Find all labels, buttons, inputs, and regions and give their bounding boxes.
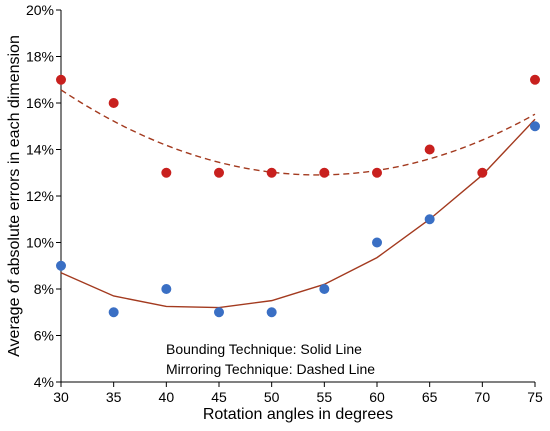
- plot-frame: [60, 10, 535, 383]
- x-tick-label: 60: [369, 389, 385, 405]
- series-1-point: [477, 167, 488, 178]
- series-1-point: [108, 98, 119, 108]
- x-tick-label: 75: [527, 389, 543, 405]
- y-tick-label: 14%: [26, 142, 54, 158]
- x-tick-label: 70: [475, 389, 491, 405]
- y-tick-label: 6%: [34, 328, 54, 344]
- series-2-point: [266, 307, 277, 318]
- series-1-point: [266, 167, 277, 178]
- y-tick-label: 10%: [26, 235, 54, 251]
- series-1-point: [214, 167, 224, 178]
- series-2-point: [56, 260, 66, 271]
- y-tick-group: 4% 6% 8% 10% 12% 14% 16% 18% 20%: [26, 2, 61, 390]
- series-2-point: [530, 121, 540, 132]
- series-2-point: [319, 284, 330, 294]
- data-points: [56, 74, 540, 318]
- series-2-point: [161, 284, 172, 294]
- annotation-bounding: Bounding Technique: Solid Line: [166, 341, 362, 357]
- x-tick-group: 30 35 40 45 50 55 60 65 70 75: [53, 382, 543, 405]
- y-tick-label: 8%: [34, 281, 54, 297]
- series-1-point: [424, 144, 435, 155]
- y-axis-title: Average of absolute errors in each dimen…: [6, 35, 23, 357]
- series-1-point: [319, 167, 330, 178]
- trend-lines: [60, 89, 536, 309]
- series-1-point: [161, 167, 172, 178]
- series-2-point: [372, 237, 382, 248]
- series-2-point: [214, 307, 224, 318]
- x-tick-label: 55: [317, 389, 333, 405]
- dashed-trend-line: [60, 89, 536, 176]
- series-2-point: [424, 214, 435, 225]
- x-tick-label: 45: [211, 389, 227, 405]
- y-tick-label: 20%: [26, 2, 54, 18]
- series-1-point: [530, 74, 540, 85]
- series-2-point: [108, 307, 119, 318]
- x-tick-label: 50: [264, 389, 280, 405]
- y-tick-label: 4%: [34, 374, 54, 390]
- solid-trend-line: [60, 118, 536, 309]
- series-1-point: [372, 167, 382, 178]
- series-1-point: [56, 74, 66, 85]
- y-tick-label: 16%: [26, 95, 54, 111]
- x-tick-label: 30: [53, 389, 69, 405]
- x-tick-label: 65: [422, 389, 438, 405]
- x-tick-label: 35: [106, 389, 122, 405]
- y-tick-label: 18%: [26, 49, 54, 65]
- x-axis-title: Rotation angles in degrees: [203, 406, 393, 423]
- y-tick-label: 12%: [26, 188, 54, 204]
- x-tick-label: 40: [159, 389, 175, 405]
- annotation-mirroring: Mirroring Technique: Dashed Line: [166, 361, 375, 377]
